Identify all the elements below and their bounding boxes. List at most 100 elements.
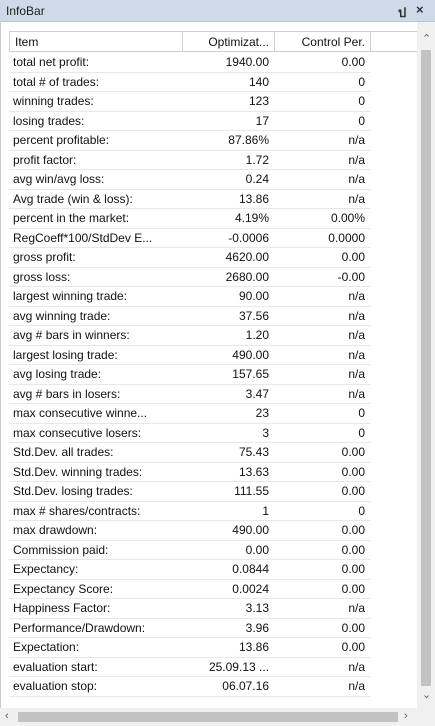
column-header[interactable]: Control Per. <box>275 31 371 52</box>
row-label: profit factor: <box>13 152 77 167</box>
row-label: Happiness Factor: <box>13 601 111 615</box>
row-label: gross profit: <box>13 250 76 264</box>
cell-value: -0.0006 <box>228 230 269 245</box>
cell-value: 0.00 <box>341 484 365 498</box>
cell-value: n/a <box>348 347 365 362</box>
cell-value: 0.00 <box>341 445 365 459</box>
row-label: Performance/Drawdown: <box>13 620 146 635</box>
scroll-up[interactable]: ⌃ <box>422 33 432 45</box>
row-label: gross loss: <box>13 269 71 284</box>
cell-value: 0.00 <box>341 581 365 596</box>
cell-value: 0.24 <box>245 172 269 186</box>
cell-value: -0.00 <box>337 269 365 284</box>
close-button[interactable]: × <box>416 2 424 17</box>
cell-value: 157.65 <box>232 367 269 381</box>
cell-value: n/a <box>348 172 365 186</box>
cell-value: n/a <box>348 659 365 674</box>
row-label: Std.Dev. all trades: <box>13 445 114 459</box>
column-header[interactable]: Item <box>9 31 183 52</box>
row-label: evaluation stop: <box>13 679 98 693</box>
row-label: percent in the market: <box>13 211 130 225</box>
pin-button[interactable]: ป <box>398 5 407 20</box>
table-row: losing trades: 17 0 <box>9 112 371 131</box>
row-label: avg win/avg loss: <box>13 172 105 186</box>
table-row: RegCoeff*100/StdDev E... -0.0006 0.0000 <box>9 229 371 248</box>
cell-value: 3.13 <box>245 601 269 615</box>
table-row: percent profitable: 87.86% n/a <box>9 131 371 151</box>
row-label: RegCoeff*100/StdDev E... <box>13 230 153 245</box>
row-label: max # shares/contracts: <box>13 503 141 518</box>
cell-value: 1.72 <box>245 152 269 167</box>
row-label: percent profitable: <box>13 133 110 147</box>
row-label: largest winning trade: <box>13 289 128 303</box>
cell-value: 0.00 <box>245 542 269 557</box>
cell-value: 0.00% <box>330 211 365 225</box>
cell-value: n/a <box>348 328 365 342</box>
cell-value: 1940.00 <box>225 55 269 69</box>
row-label: Expectancy: <box>13 562 79 576</box>
table-row: max consecutive winne... 23 0 <box>9 404 371 424</box>
row-label: avg losing trade: <box>13 367 102 381</box>
cell-value: 0.00 <box>341 250 365 264</box>
cell-value: 75.43 <box>238 445 269 459</box>
scroll-left[interactable]: ‹ <box>5 710 9 722</box>
table-row: avg winning trade: 37.56 n/a <box>9 307 371 326</box>
cell-value: 25.09.13 ... <box>208 659 269 674</box>
cell-value: 0 <box>358 74 365 89</box>
cell-value: n/a <box>348 289 365 303</box>
row-label: winning trades: <box>13 94 94 108</box>
cell-value: 490.00 <box>232 347 269 362</box>
cell-value: 4.19% <box>234 211 269 225</box>
table-row: max drawdown: 490.00 0.00 <box>9 521 371 541</box>
cell-value: 23 <box>255 406 269 420</box>
cell-value: 111.55 <box>234 484 269 498</box>
cell-value: 0.00 <box>341 562 365 576</box>
cell-value: 140 <box>248 74 269 89</box>
table-row: Expectancy: 0.0844 0.00 <box>9 560 371 580</box>
cell-value: 0.00 <box>341 640 365 654</box>
row-label: Std.Dev. losing trades: <box>13 484 133 498</box>
cell-value: 0.0844 <box>232 562 269 576</box>
row-label: Expectancy Score: <box>13 581 114 596</box>
cell-value: 0.00 <box>341 523 365 537</box>
cell-value: 3 <box>262 425 269 440</box>
cell-value: 1 <box>262 503 269 518</box>
results-grid: Item Optimizat... Control Per. total net… <box>0 22 417 708</box>
cell-value: n/a <box>348 133 365 147</box>
scroll-right[interactable]: › <box>404 710 408 722</box>
column-header[interactable]: Optimizat... <box>183 31 275 52</box>
cell-value: 0 <box>358 425 365 440</box>
table-row: Expectation: 13.86 0.00 <box>9 638 371 658</box>
table-row: max # shares/contracts: 1 0 <box>9 502 371 521</box>
cell-value: 1.20 <box>245 328 269 342</box>
scroll-thumb[interactable] <box>18 712 398 722</box>
scroll-down[interactable]: ⌄ <box>422 689 432 701</box>
cell-value: n/a <box>348 308 365 323</box>
cell-value: 0.00 <box>341 620 365 635</box>
table-row: largest winning trade: 90.00 n/a <box>9 287 371 307</box>
table-row: Std.Dev. losing trades: 111.55 0.00 <box>9 482 371 502</box>
table-row: Performance/Drawdown: 3.96 0.00 <box>9 619 371 638</box>
cell-value: 0 <box>358 94 365 108</box>
table-row: largest losing trade: 490.00 n/a <box>9 346 371 365</box>
row-label: avg winning trade: <box>13 308 111 323</box>
table-row: gross profit: 4620.00 0.00 <box>9 248 371 268</box>
cell-value: 0.00 <box>341 55 365 69</box>
cell-value: 13.63 <box>238 464 269 479</box>
table-row: Happiness Factor: 3.13 n/a <box>9 599 371 619</box>
row-label: total # of trades: <box>13 74 100 89</box>
cell-value: 37.56 <box>238 308 269 323</box>
table-row: gross loss: 2680.00 -0.00 <box>9 268 371 287</box>
row-label: avg # bars in losers: <box>13 386 121 401</box>
table-row: max consecutive losers: 3 0 <box>9 424 371 443</box>
scroll-thumb[interactable] <box>421 50 431 686</box>
vertical-scrollbar[interactable]: ⌃ ⌄ <box>417 22 435 708</box>
cell-value: 13.86 <box>238 191 269 206</box>
table-row: avg losing trade: 157.65 n/a <box>9 365 371 385</box>
cell-value: 490.00 <box>232 523 269 537</box>
title-bar: InfoBar ป × <box>0 0 435 22</box>
horizontal-scrollbar[interactable]: ‹ › <box>0 708 435 726</box>
row-label: largest losing trade: <box>13 347 118 362</box>
cell-value: 0 <box>358 113 365 128</box>
